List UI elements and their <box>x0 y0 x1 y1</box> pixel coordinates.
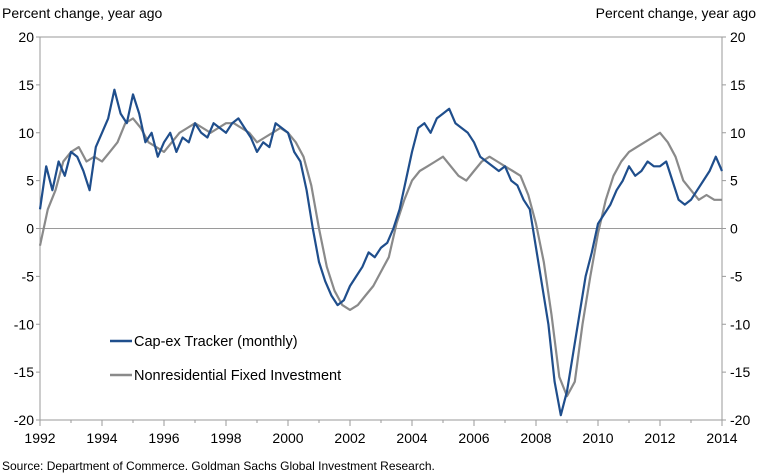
x-tick-label: 1994 <box>86 430 117 446</box>
y-tick-label-right: -15 <box>730 364 750 380</box>
y-tick-label-left: 5 <box>26 173 34 189</box>
left-tick-labels: 20 15 10 5 0 -5 -10 -15 -20 <box>14 29 34 428</box>
y-tick-label-left: 20 <box>18 29 34 45</box>
legend-label: Nonresidential Fixed Investment <box>134 368 341 384</box>
y-tick-label-right: 10 <box>730 125 746 141</box>
left-axis-label: Percent change, year ago <box>2 5 163 21</box>
y-tick-label-right: -20 <box>730 412 750 428</box>
source-note: Source: Department of Commerce. Goldman … <box>2 459 435 473</box>
y-tick-label-right: 15 <box>730 77 746 93</box>
x-tick-label: 1996 <box>148 430 179 446</box>
y-tick-label-left: -5 <box>22 268 35 284</box>
y-tick-label-left: -15 <box>14 364 34 380</box>
y-tick-label-left: 15 <box>18 77 34 93</box>
right-axis-label: Percent change, year ago <box>596 5 757 21</box>
x-tick-label: 2006 <box>458 430 489 446</box>
y-tick-label-right: 20 <box>730 29 746 45</box>
y-tick-label-right: 5 <box>730 173 738 189</box>
right-tick-labels: 20 15 10 5 0 -5 -10 -15 -20 <box>730 29 750 428</box>
axes-group <box>36 36 726 426</box>
series-lines <box>38 88 724 417</box>
x-tick-label: 2000 <box>272 430 303 446</box>
y-tick-label-left: -20 <box>14 412 34 428</box>
x-tick-labels: 1992 1994 1996 1998 2000 2002 2004 2006 2008 2010… <box>24 430 737 446</box>
y-tick-label-left: 0 <box>26 221 34 237</box>
y-tick-label-left: 10 <box>18 125 34 141</box>
x-tick-label: 2012 <box>644 430 675 446</box>
legend-label: Cap-ex Tracker (monthly) <box>134 334 298 350</box>
legend: Cap-ex Tracker (monthly) Nonresidential F… <box>110 334 341 384</box>
nonresidential-investment-line <box>38 117 722 398</box>
x-tick-label: 1992 <box>24 430 55 446</box>
x-tick-label: 2014 <box>706 430 737 446</box>
y-tick-label-left: -10 <box>14 316 34 332</box>
x-tick-label: 1998 <box>210 430 241 446</box>
y-tick-label-right: -5 <box>730 268 743 284</box>
x-tick-label: 2008 <box>520 430 551 446</box>
x-tick-label: 2010 <box>582 430 613 446</box>
cap-ex-tracker-line <box>38 88 724 417</box>
x-tick-label: 2004 <box>396 430 427 446</box>
y-tick-label-right: 0 <box>730 221 738 237</box>
y-tick-label-right: -10 <box>730 316 750 332</box>
x-tick-label: 2002 <box>334 430 365 446</box>
